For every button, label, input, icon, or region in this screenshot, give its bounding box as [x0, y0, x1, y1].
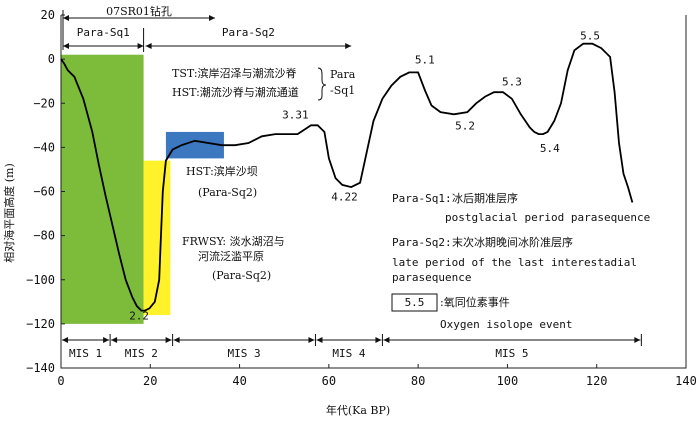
isotope-event-label: 2.2: [129, 309, 149, 322]
facies-box-2: [165, 131, 224, 159]
isotope-event-label: 5.1: [415, 54, 435, 67]
isotope-event-label: 5.3: [502, 76, 522, 89]
mis-label: MIS 1: [69, 347, 102, 360]
frwsy-annotation-1: FRWSY: 淡水湖沼与: [182, 234, 285, 248]
mis-2-arrow-left: [173, 337, 180, 343]
mis-3-arrow-right: [375, 337, 382, 343]
y-tick-label: −20: [33, 96, 55, 110]
para-sq1-brace-label: Para: [330, 68, 356, 81]
sea-level-curve: [60, 42, 634, 312]
x-tick-label: 140: [675, 374, 697, 388]
x-tick-label: 80: [411, 374, 425, 388]
y-axis-label: 相对海平面高度 (m): [2, 163, 16, 263]
x-tick-label: 100: [497, 374, 519, 388]
mis-4-arrow-left: [383, 337, 390, 343]
frwsy-annotation-2: 河流泛滥平原: [198, 249, 264, 263]
frwsy-sub: (Para-Sq2): [212, 269, 271, 282]
bracket-2-arrow-left: [145, 43, 152, 49]
mis-label: MIS 3: [227, 347, 260, 360]
y-tick-label: 20: [41, 8, 55, 22]
bracket-2-arrow-right: [345, 43, 352, 49]
para-sq1-brace: [317, 67, 327, 101]
legend-isotope-cn: :氧同位素事件: [440, 295, 510, 309]
isotope-event-label: 5.4: [540, 142, 560, 155]
mis-label: MIS 4: [332, 347, 365, 360]
legend-para-sq1-cn: 冰后期准层序: [452, 191, 518, 205]
mis-0-arrow-right: [103, 337, 110, 343]
legend-para-sq1-label: Para-Sq1:: [392, 192, 452, 205]
mis-4-arrow-right: [634, 337, 641, 343]
x-ticks: 0 20 40 60 80 100 120 140: [57, 364, 697, 388]
chart-axes: 0 20 40 60 80 100 120 140 20 0 −20 −40 −60 −80 −100 −1…: [26, 8, 697, 388]
x-tick-label: 60: [322, 374, 336, 388]
point-labels: 5.5 5.1 5.3 5.2 5.4 3.31 4.22 2.2: [129, 29, 600, 322]
mis-1-arrow-left: [111, 337, 118, 343]
isotope-event-label: 5.5: [580, 29, 600, 42]
x-tick-label: 0: [57, 374, 64, 388]
y-tick-label: 0: [48, 52, 55, 66]
bracket-label: Para-Sq1: [77, 26, 130, 39]
hst-annotation: HST:潮流沙脊与潮流通道: [172, 85, 299, 99]
x-axis-label: 年代(Ka BP): [326, 403, 390, 417]
y-ticks: 20 0 −20 −40 −60 −80 −100 −120 −140: [26, 8, 65, 375]
legend-isotope-box: [391, 293, 438, 312]
mis-stages: MIS 1 MIS 2 MIS 3 MIS 4 MIS 5: [62, 334, 642, 360]
legend-isotope-en: Oxygen isolope event: [440, 318, 572, 331]
y-tick-label: −40: [33, 140, 55, 154]
mis-1-arrow-right: [165, 337, 172, 343]
bracket-1-arrow-left: [63, 43, 69, 49]
mis-label: MIS 5: [495, 347, 528, 360]
x-tick-label: 40: [232, 374, 246, 388]
bracket-label: Para-Sq2: [222, 26, 275, 39]
y-tick-label: −80: [33, 229, 55, 243]
isotope-event-label: 3.31: [282, 109, 309, 122]
hst-barrier-annotation: HST:滨岸沙坝: [186, 164, 258, 178]
isotope-event-label: 4.22: [331, 190, 358, 203]
legend-para-sq2-en-1: late period of the last interestadial: [392, 256, 637, 269]
legend-para-sq1-en: postglacial period parasequence: [445, 211, 650, 224]
legend-isotope-box-label: 5.5: [405, 296, 425, 309]
facies-box-0: [61, 54, 144, 324]
y-tick-label: −60: [33, 185, 55, 199]
hst-barrier-sub: (Para-Sq2): [198, 186, 257, 199]
y-tick-label: −100: [26, 273, 55, 287]
legend-para-sq2-label: Para-Sq2:: [392, 236, 452, 249]
para-sq1-brace-label-2: -Sq1: [330, 84, 355, 97]
bracket-label: 07SR01钻孔: [106, 4, 172, 18]
x-tick-label: 20: [143, 374, 157, 388]
legend-para-sq2-en-2: parasequence: [392, 271, 471, 284]
mis-label: MIS 2: [125, 347, 158, 360]
x-tick-label: 120: [586, 374, 608, 388]
bracket-1-arrow-right: [137, 43, 144, 49]
mis-3-arrow-left: [316, 337, 323, 343]
bracket-0-arrow-left: [63, 15, 69, 21]
y-tick-label: −120: [26, 317, 55, 331]
legend-para-sq2-cn: 末次冰期晚间冰阶准层序: [452, 235, 573, 249]
mis-2-arrow-right: [308, 337, 315, 343]
isotope-event-label: 5.2: [455, 120, 475, 133]
tst-annotation: TST:滨岸沼泽与潮流沙脊: [172, 66, 297, 80]
bracket-0-arrow-right: [209, 15, 216, 21]
facies-boxes: [61, 54, 224, 324]
y-tick-label: −140: [26, 361, 55, 375]
top-brackets: 07SR01钻孔 Para-Sq1 Para-Sq2: [62, 4, 352, 52]
mis-0-arrow-left: [62, 337, 68, 343]
